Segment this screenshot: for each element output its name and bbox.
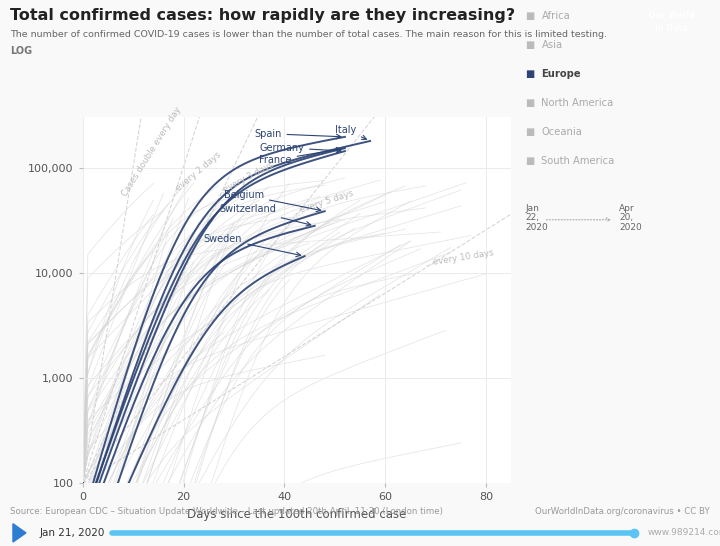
Text: ■: ■ [526,156,535,165]
Text: ■: ■ [526,40,535,50]
Text: ...every 5 days: ...every 5 days [292,189,355,217]
Text: Africa: Africa [541,11,570,21]
Text: France: France [259,147,341,165]
Text: Cases double every day: Cases double every day [120,105,183,198]
Text: North America: North America [541,98,613,108]
Text: Jan 21, 2020: Jan 21, 2020 [40,528,105,538]
Text: in Data: in Data [655,24,688,33]
Text: Belgium: Belgium [224,190,321,212]
Text: Source: European CDC – Situation Update Worldwide – Last updated 20th April, 11:: Source: European CDC – Situation Update … [10,507,443,516]
Polygon shape [13,524,26,542]
Text: ■: ■ [526,127,535,136]
Text: The number of confirmed COVID-19 cases is lower than the number of total cases. : The number of confirmed COVID-19 cases i… [10,30,607,39]
Text: Spain: Spain [254,129,341,139]
Text: Italy: Italy [335,124,366,139]
Text: Asia: Asia [541,40,562,50]
Text: Germany: Germany [259,143,341,153]
Text: Our World: Our World [649,11,695,20]
Text: Europe: Europe [541,69,581,79]
Text: www.989214.com: www.989214.com [648,529,720,537]
Text: OurWorldInData.org/coronavirus • CC BY: OurWorldInData.org/coronavirus • CC BY [535,507,710,516]
Text: Apr
20,
2020: Apr 20, 2020 [619,204,642,232]
Text: Switzerland: Switzerland [219,204,311,226]
X-axis label: Days since the 100th confirmed case: Days since the 100th confirmed case [187,508,407,521]
Text: ■: ■ [526,98,535,108]
Text: ...every 10 days: ...every 10 days [424,248,494,268]
Text: ■: ■ [526,11,535,21]
Text: LOG: LOG [10,46,32,56]
Text: ■: ■ [526,69,535,79]
Text: Sweden: Sweden [204,234,301,257]
Text: South America: South America [541,156,615,165]
Text: ...every 3 days: ...every 3 days [215,161,275,198]
Text: Total confirmed cases: how rapidly are they increasing?: Total confirmed cases: how rapidly are t… [10,8,516,23]
Text: Jan
22,
2020: Jan 22, 2020 [526,204,549,232]
Text: Oceania: Oceania [541,127,582,136]
Text: ...every 2 days: ...every 2 days [168,150,222,198]
